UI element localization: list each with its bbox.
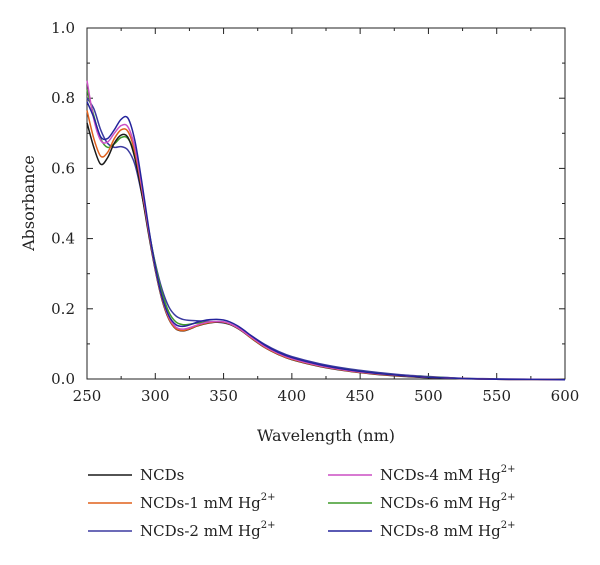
x-tick-label: 350 bbox=[209, 387, 238, 405]
x-tick-label: 500 bbox=[414, 387, 443, 405]
x-tick-label: 600 bbox=[551, 387, 580, 405]
series-line bbox=[86, 110, 566, 381]
legend-label: NCDs-6 mM Hg2+ bbox=[380, 492, 516, 512]
series-line bbox=[86, 89, 566, 381]
legend-label: NCDs-2 mM Hg2+ bbox=[140, 520, 276, 540]
x-tick-label: 250 bbox=[73, 387, 102, 405]
series-line bbox=[86, 101, 566, 381]
y-tick-label: 0.4 bbox=[51, 230, 75, 248]
legend-label: NCDs-8 mM Hg2+ bbox=[380, 520, 516, 540]
legend: NCDs NCDs-1 mM Hg2+ NCDs-2 mM Hg2+ NCDs-4 m… bbox=[88, 464, 516, 540]
series-line bbox=[86, 97, 566, 381]
x-axis-label: Wavelength (nm) bbox=[257, 426, 395, 445]
x-tick-label: 300 bbox=[141, 387, 170, 405]
legend-label: NCDs-4 mM Hg2+ bbox=[380, 464, 516, 484]
y-tick-label: 1.0 bbox=[51, 19, 75, 37]
x-tick-label: 550 bbox=[482, 387, 511, 405]
legend-label: NCDs-1 mM Hg2+ bbox=[140, 492, 276, 512]
y-tick-labels: 0.0 0.2 0.4 0.6 0.8 1.0 bbox=[51, 19, 75, 388]
y-tick-label: 0.0 bbox=[51, 370, 75, 388]
x-tick-labels: 250 300 350 400 450 500 550 600 bbox=[73, 387, 580, 405]
series-lines bbox=[86, 80, 566, 381]
y-axis-label: Absorbance bbox=[19, 155, 38, 252]
series-line bbox=[86, 122, 566, 381]
axis-ticks bbox=[86, 27, 566, 380]
x-tick-label: 450 bbox=[346, 387, 375, 405]
x-tick-label: 400 bbox=[278, 387, 307, 405]
legend-label: NCDs bbox=[140, 466, 184, 484]
y-tick-label: 0.8 bbox=[51, 89, 75, 107]
plot-frame bbox=[86, 27, 566, 380]
y-tick-label: 0.2 bbox=[51, 300, 75, 318]
y-tick-label: 0.6 bbox=[51, 159, 75, 177]
series-line bbox=[86, 80, 566, 381]
